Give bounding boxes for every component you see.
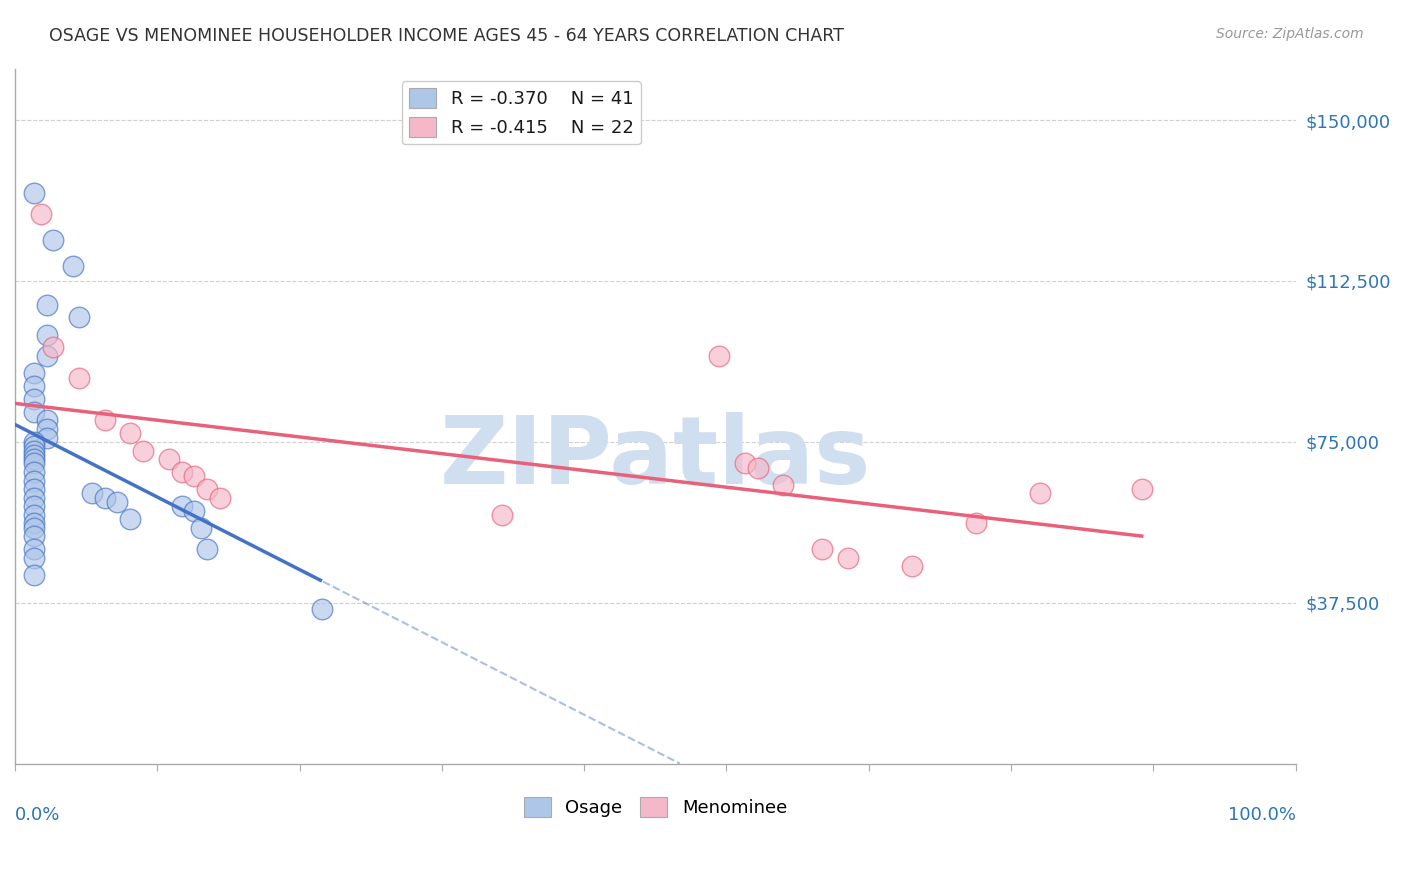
- Point: [734, 456, 756, 470]
- Point: [35, 349, 58, 363]
- Point: [35, 297, 58, 311]
- Point: [1130, 482, 1153, 496]
- Point: [35, 422, 58, 436]
- Point: [120, 512, 142, 526]
- Point: [30, 207, 52, 221]
- Point: [42, 233, 65, 247]
- Text: Source: ZipAtlas.com: Source: ZipAtlas.com: [1216, 27, 1364, 41]
- Point: [709, 349, 731, 363]
- Point: [195, 542, 218, 557]
- Point: [837, 550, 859, 565]
- Point: [35, 431, 58, 445]
- Point: [772, 478, 794, 492]
- Point: [170, 500, 193, 514]
- Point: [132, 443, 155, 458]
- Point: [195, 482, 218, 496]
- Point: [900, 559, 922, 574]
- Point: [22, 500, 45, 514]
- Point: [22, 550, 45, 565]
- Point: [35, 413, 58, 427]
- Point: [80, 486, 103, 500]
- Point: [22, 508, 45, 522]
- Point: [42, 341, 65, 355]
- Point: [491, 508, 513, 522]
- Point: [22, 516, 45, 531]
- Point: [22, 434, 45, 449]
- Point: [22, 542, 45, 557]
- Point: [22, 379, 45, 393]
- Point: [22, 521, 45, 535]
- Point: [157, 452, 180, 467]
- Point: [22, 392, 45, 406]
- Point: [22, 366, 45, 380]
- Point: [22, 529, 45, 543]
- Point: [811, 542, 834, 557]
- Point: [22, 568, 45, 582]
- Point: [22, 405, 45, 419]
- Text: 0.0%: 0.0%: [15, 805, 60, 823]
- Point: [22, 448, 45, 462]
- Point: [93, 413, 115, 427]
- Point: [22, 186, 45, 200]
- Point: [170, 465, 193, 479]
- Point: [1028, 486, 1050, 500]
- Point: [22, 482, 45, 496]
- Point: [183, 469, 205, 483]
- Text: OSAGE VS MENOMINEE HOUSEHOLDER INCOME AGES 45 - 64 YEARS CORRELATION CHART: OSAGE VS MENOMINEE HOUSEHOLDER INCOME AG…: [49, 27, 844, 45]
- Point: [93, 491, 115, 505]
- Point: [965, 516, 987, 531]
- Point: [22, 465, 45, 479]
- Point: [62, 259, 84, 273]
- Point: [22, 443, 45, 458]
- Point: [183, 503, 205, 517]
- Text: ZIPatlas: ZIPatlas: [440, 412, 872, 504]
- Point: [120, 426, 142, 441]
- Point: [22, 452, 45, 467]
- Point: [22, 474, 45, 488]
- Text: 100.0%: 100.0%: [1227, 805, 1296, 823]
- Point: [22, 491, 45, 505]
- Point: [22, 456, 45, 470]
- Point: [208, 491, 231, 505]
- Point: [747, 460, 769, 475]
- Point: [67, 310, 90, 325]
- Point: [67, 370, 90, 384]
- Point: [107, 495, 129, 509]
- Point: [190, 521, 212, 535]
- Legend: Osage, Menominee: Osage, Menominee: [516, 790, 794, 824]
- Point: [311, 602, 333, 616]
- Point: [22, 439, 45, 453]
- Point: [35, 327, 58, 342]
